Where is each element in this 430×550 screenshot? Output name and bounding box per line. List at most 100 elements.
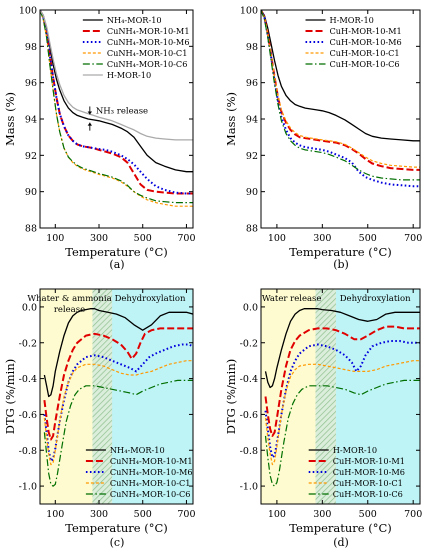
y-axis-label: DTG (%/min) [224,359,238,435]
series-line [261,10,420,168]
y-tick-label: 100 [240,6,258,17]
y-axis-label: Mass (%) [3,92,17,146]
panel-caption: (a) [109,258,124,271]
legend-entry: CuNH₄-MOR-10-M6 [110,467,193,477]
legend-entry: NH₄-MOR-10 [110,445,165,455]
y-tick-label: 88 [246,224,258,235]
y-tick-label: -0.6 [240,410,258,421]
series-line [264,325,420,437]
legend-entry: CuH-MOR-10-M1 [330,26,402,36]
x-tick-label: 700 [404,509,422,520]
region-label: release [54,305,85,315]
legend-entry: H-MOR-10 [330,15,374,25]
x-tick-label: 300 [90,509,108,520]
region-label: Water release [262,294,322,304]
series-line [264,360,420,466]
y-tick-label: 98 [246,42,258,53]
plot-frame [260,288,421,505]
y-tick-label: 90 [25,187,37,198]
plot-frame [39,288,194,505]
series-line [43,379,193,487]
series-line [43,360,193,466]
y-tick-label: -0.6 [19,410,37,421]
legend-entry: H-MOR-10 [333,445,377,455]
panel-caption: (c) [110,536,125,549]
y-axis-label: Mass (%) [224,92,238,146]
x-tick-label: 300 [313,233,331,244]
x-tick-label: 700 [177,233,195,244]
panel-caption: (d) [333,536,349,549]
series-line [40,10,193,195]
x-tick-label: 700 [177,509,195,520]
legend-entry: CuNH₄-MOR-10-M1 [107,26,190,36]
series-line [43,327,193,441]
x-tick-label: 500 [134,509,152,520]
legend-entry: CuH-MOR-10-C1 [333,478,403,488]
legend-entry: CuH-MOR-10-C1 [330,48,400,58]
x-tick-label: 700 [404,233,422,244]
series-line [261,10,420,188]
x-axis-label: Temperature (°C) [289,521,392,535]
series-line [40,10,193,204]
legend-entry: CuH-MOR-10-M6 [333,467,405,477]
series-line [261,10,420,142]
y-tick-label: 100 [19,6,37,17]
y-tick-label: 92 [25,151,37,162]
x-tick-label: 500 [359,509,377,520]
x-tick-label: 300 [90,233,108,244]
x-tick-label: 500 [359,233,377,244]
x-tick-label: 100 [268,509,286,520]
arrow-head [87,122,93,126]
x-tick-label: 100 [46,233,64,244]
series-line [264,340,420,459]
y-tick-label: -1.0 [19,482,37,493]
legend-entry: CuH-MOR-10-C6 [330,59,400,69]
y-tick-label: 0.0 [243,302,258,313]
legend-entry: CuNH₄-MOR-10-C1 [110,478,191,488]
legend-entry: CuH-MOR-10-M6 [330,37,402,47]
y-tick-label: 90 [246,187,258,198]
y-tick-label: 94 [25,115,37,126]
series-line [43,308,193,398]
series-line [261,10,420,181]
series-line [264,379,420,487]
legend-entry: CuNH₄-MOR-10-M1 [110,456,193,466]
series-line [264,308,420,389]
x-tick-label: 100 [268,233,286,244]
y-tick-label: 0.0 [22,302,37,313]
region-label: Dehydroxylation [340,294,411,304]
region-band [261,289,323,504]
y-tick-label: -0.8 [19,446,37,457]
region-label: Whater & ammonia [27,294,111,304]
chart-panel-d: Water release Dehydroxylation 100 300 500 700… [224,288,422,549]
legend-entry: NH₄-MOR-10 [107,15,162,25]
x-tick-label: 500 [134,233,152,244]
region-band [322,289,420,504]
x-axis-label: Temperature (°C) [289,245,392,259]
y-tick-label: -0.4 [19,374,37,385]
region-band [99,289,193,504]
series-line [40,10,193,173]
x-tick-label: 100 [46,509,64,520]
y-tick-label: -0.8 [240,446,258,457]
x-axis-label: Temperature (°C) [65,245,168,259]
y-tick-label: 96 [25,78,37,89]
y-tick-label: -0.4 [240,374,258,385]
y-tick-label: 94 [246,115,258,126]
y-tick-label: 92 [246,151,258,162]
legend-entry: CuNH₄-MOR-10-M6 [107,37,190,47]
y-tick-label: -0.2 [19,338,37,349]
panel-caption: (b) [333,258,349,271]
y-tick-label: 88 [25,224,37,235]
legend-entry: CuH-MOR-10-C6 [333,489,403,499]
annotation-label: NH₃ release [96,106,148,116]
x-tick-label: 300 [313,509,331,520]
region-label: Dehydroxylation [115,294,186,304]
x-axis-label: Temperature (°C) [65,521,168,535]
y-tick-label: -1.0 [240,482,258,493]
y-tick-label: -0.2 [240,338,258,349]
